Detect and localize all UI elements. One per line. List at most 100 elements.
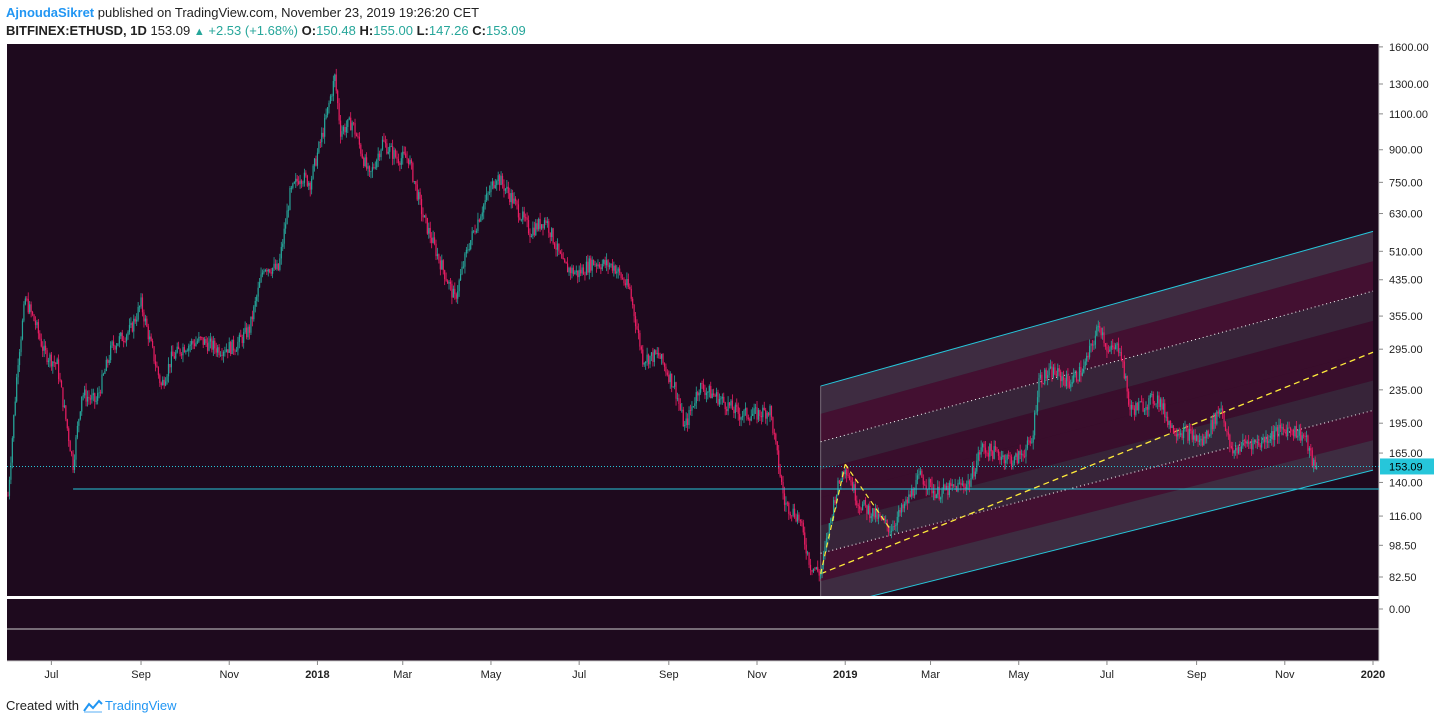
candle-body (652, 352, 654, 363)
candle-body (303, 172, 306, 183)
candle-body (626, 278, 628, 286)
candle-body (895, 525, 897, 527)
candle-body (386, 143, 388, 154)
candle-body (1084, 361, 1086, 366)
candle-body (299, 180, 301, 184)
candle-body (642, 349, 644, 365)
time-axis[interactable]: Jul Sep Nov 2018 Mar May Jul Sep Nov 2019 Mar May Ju… (44, 661, 1385, 681)
candle-body (741, 416, 744, 418)
candle-body (542, 224, 544, 229)
candle-body (276, 263, 278, 269)
candle-body (413, 181, 415, 182)
candle-body (374, 167, 376, 169)
candle-body (944, 484, 946, 490)
candle-body (510, 193, 512, 203)
candle-body (230, 342, 232, 355)
candle-body (603, 259, 605, 264)
candle-body (29, 304, 31, 313)
candle-body (1045, 369, 1047, 379)
candle-body (418, 192, 420, 200)
candle-body (707, 391, 709, 393)
candle-body (773, 433, 775, 434)
candle-body (115, 345, 118, 350)
candle-body (1104, 343, 1107, 347)
candle-body (1125, 376, 1127, 379)
candle-body (850, 480, 852, 483)
candle-body (167, 363, 170, 377)
candle-body (866, 504, 868, 514)
candle-body (568, 267, 570, 273)
candle-body (932, 490, 935, 494)
candle-body (160, 383, 162, 386)
time-tick-label: Mar (921, 669, 940, 681)
candle-body (619, 268, 621, 273)
candle-body (929, 479, 932, 483)
candle-body (559, 251, 561, 254)
candle-body (1126, 376, 1128, 392)
candle-body (257, 287, 259, 297)
regression-channel[interactable] (820, 230, 1374, 609)
candle-body (811, 570, 813, 572)
candle-body (295, 178, 297, 183)
candle-body (1178, 433, 1180, 435)
candle-body (704, 390, 706, 396)
candle-body (1203, 436, 1205, 446)
candle-body (575, 270, 577, 273)
candle-body (925, 485, 927, 489)
author-link[interactable]: AjnoudaSikret (6, 5, 95, 20)
candle-body (934, 490, 936, 499)
candle-body (128, 324, 131, 332)
candle-body (889, 531, 891, 533)
candle-body (446, 280, 449, 284)
candle-body (234, 350, 236, 352)
candle-body (423, 215, 426, 218)
candle-body (452, 288, 454, 298)
candle-body (598, 264, 601, 268)
candle-body (120, 332, 122, 337)
current-price-tag-bg (1380, 458, 1434, 475)
candle-body (316, 152, 319, 166)
candle-body (344, 126, 346, 133)
candle-body (892, 526, 894, 531)
candle-body (804, 532, 806, 545)
candle-body (980, 447, 982, 455)
candle-body (945, 485, 948, 490)
candle-body (604, 259, 606, 266)
candle-body (1032, 435, 1034, 443)
candle-body (744, 408, 747, 411)
candle-body (1091, 343, 1094, 346)
candle-body (1211, 419, 1214, 430)
candle-body (613, 265, 615, 271)
candle-body (552, 228, 554, 244)
candle-body (1065, 374, 1068, 387)
candle-body (503, 184, 505, 191)
candle-body (89, 398, 92, 400)
high-value: 155.00 (373, 23, 413, 38)
candle-body (798, 514, 800, 520)
candle-body (812, 568, 815, 572)
candle-body (162, 379, 164, 386)
price-tick-label: 355.00 (1389, 311, 1423, 323)
candle-body (517, 204, 520, 218)
candle-body (1122, 360, 1124, 362)
candle-body (250, 316, 252, 333)
candle-body (672, 386, 674, 388)
candle-body (141, 297, 144, 313)
time-tick-label: 2020 (1361, 669, 1385, 681)
candle-body (62, 387, 64, 408)
candle-body (227, 349, 229, 353)
candle-body (371, 167, 373, 172)
candle-body (1187, 428, 1189, 441)
candle-body (1289, 427, 1292, 431)
candle-body (76, 425, 79, 438)
plot-area[interactable] (7, 44, 1379, 596)
candle-body (958, 482, 961, 484)
candle-body (1292, 430, 1295, 437)
tradingview-brand[interactable]: TradingView (83, 698, 177, 713)
time-tick-label: Nov (1275, 669, 1295, 681)
candle-body (983, 443, 985, 448)
price-axis[interactable]: 1600.00 1300.00 1100.00 900.00 750.00 630.00 5… (1379, 42, 1429, 616)
candle-body (1039, 374, 1042, 379)
candle-body (49, 354, 51, 361)
